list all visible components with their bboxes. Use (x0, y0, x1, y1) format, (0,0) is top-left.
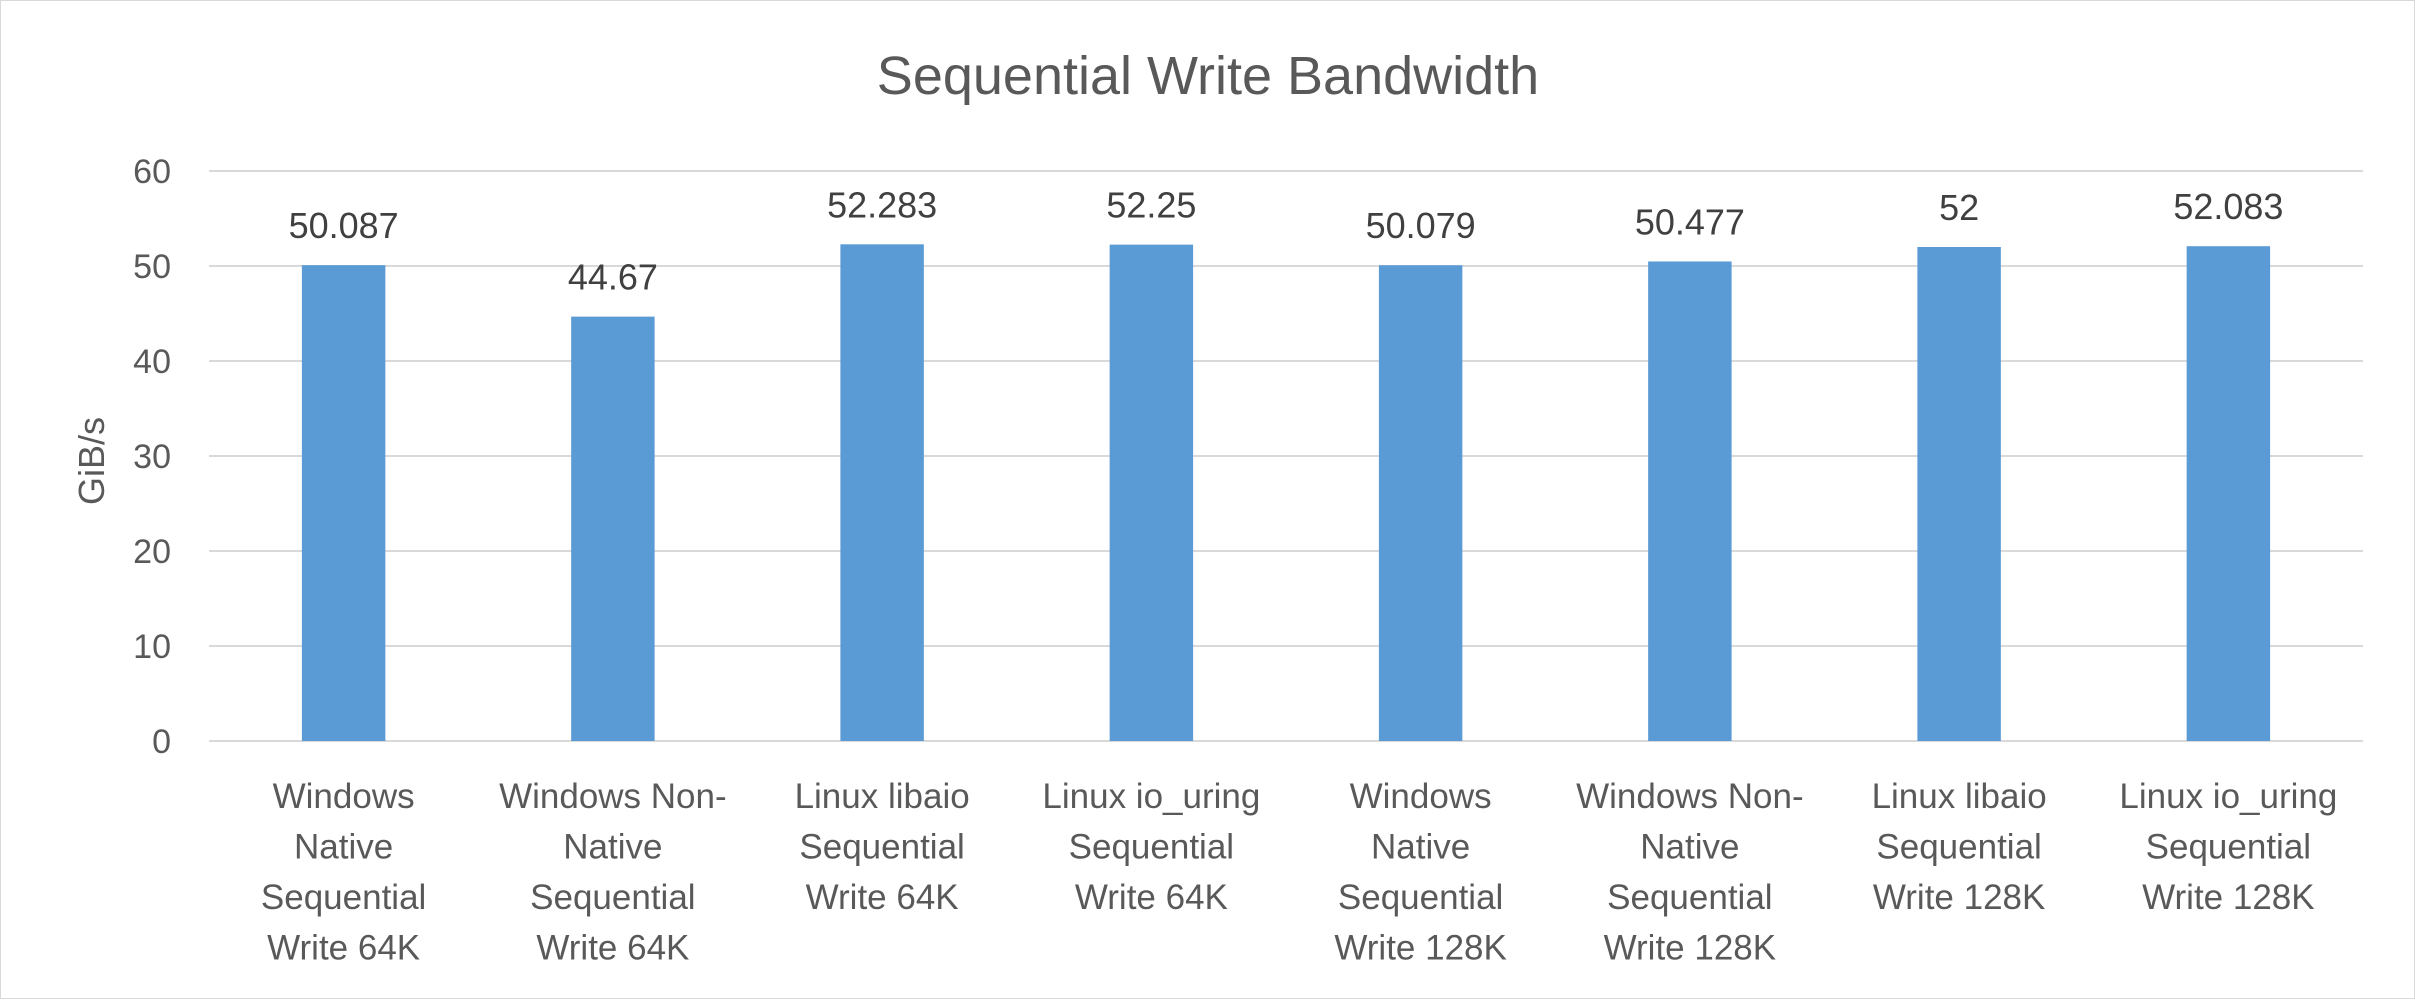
category-label: Sequential (261, 878, 426, 917)
data-label: 44.67 (568, 257, 658, 298)
bar (1648, 261, 1732, 741)
category-label: Sequential (1338, 878, 1503, 917)
category-label: Write 128K (1873, 878, 2046, 917)
bar (1109, 244, 1194, 741)
category-label: Linux io_uring (1042, 777, 1260, 816)
category-label: Sequential (2146, 828, 2311, 867)
data-label: 52.25 (1106, 185, 1196, 226)
category-label: Linux libaio (795, 777, 970, 816)
category-label: Windows (1350, 777, 1492, 816)
category-label: Sequential (1607, 878, 1772, 917)
category-label: Sequential (799, 828, 964, 867)
category-label: Native (294, 828, 393, 867)
category-label: Linux io_uring (2119, 777, 2337, 816)
y-tick-label: 20 (133, 533, 171, 571)
y-tick-label: 10 (133, 628, 171, 666)
category-label: Write 64K (1075, 878, 1228, 917)
data-label: 52 (1939, 187, 1979, 228)
data-label: 50.477 (1635, 201, 1745, 242)
y-tick-label: 50 (133, 248, 171, 286)
category-label: Native (1371, 828, 1470, 867)
category-label: Windows Non- (1576, 777, 1804, 816)
bar (840, 244, 924, 741)
y-tick-label: 60 (133, 153, 171, 191)
data-label: 50.079 (1366, 205, 1476, 246)
category-label: Windows (273, 777, 415, 816)
category-label: Native (1640, 828, 1739, 867)
category-label: Sequential (1876, 828, 2041, 867)
y-tick-label: 30 (133, 438, 171, 476)
category-label: Sequential (1069, 828, 1234, 867)
data-label: 52.083 (2173, 186, 2283, 227)
category-label: Write 128K (1334, 929, 1507, 968)
category-label: Write 128K (1604, 929, 1777, 968)
category-label: Write 64K (806, 878, 959, 917)
y-axis-ticks: 0 10 20 30 40 50 60 (133, 153, 171, 761)
bar (1378, 265, 1463, 741)
y-axis-title: GiB/s (71, 417, 112, 505)
data-label: 50.087 (289, 205, 399, 246)
y-tick-label: 0 (152, 723, 171, 761)
category-label: Native (563, 828, 662, 867)
bar (2186, 246, 2271, 742)
bar (301, 265, 386, 741)
bar (1917, 247, 2001, 741)
bars (301, 244, 2271, 742)
data-labels: 50.087 44.67 52.283 52.25 50.079 50.477 52 52.0… (289, 184, 2284, 297)
y-tick-label: 40 (133, 343, 171, 381)
category-labels: Windows Native Sequential Write 64K Windows … (261, 777, 2337, 968)
bar (571, 316, 655, 741)
category-label: Linux libaio (1872, 777, 2047, 816)
category-label: Write 128K (2142, 878, 2315, 917)
gridlines (209, 170, 2363, 742)
category-label: Sequential (530, 878, 695, 917)
data-label: 52.283 (827, 184, 937, 225)
category-label: Write 64K (267, 929, 420, 968)
category-label: Write 64K (536, 929, 689, 968)
chart-title: Sequential Write Bandwidth (877, 46, 1539, 106)
category-label: Windows Non- (499, 777, 727, 816)
